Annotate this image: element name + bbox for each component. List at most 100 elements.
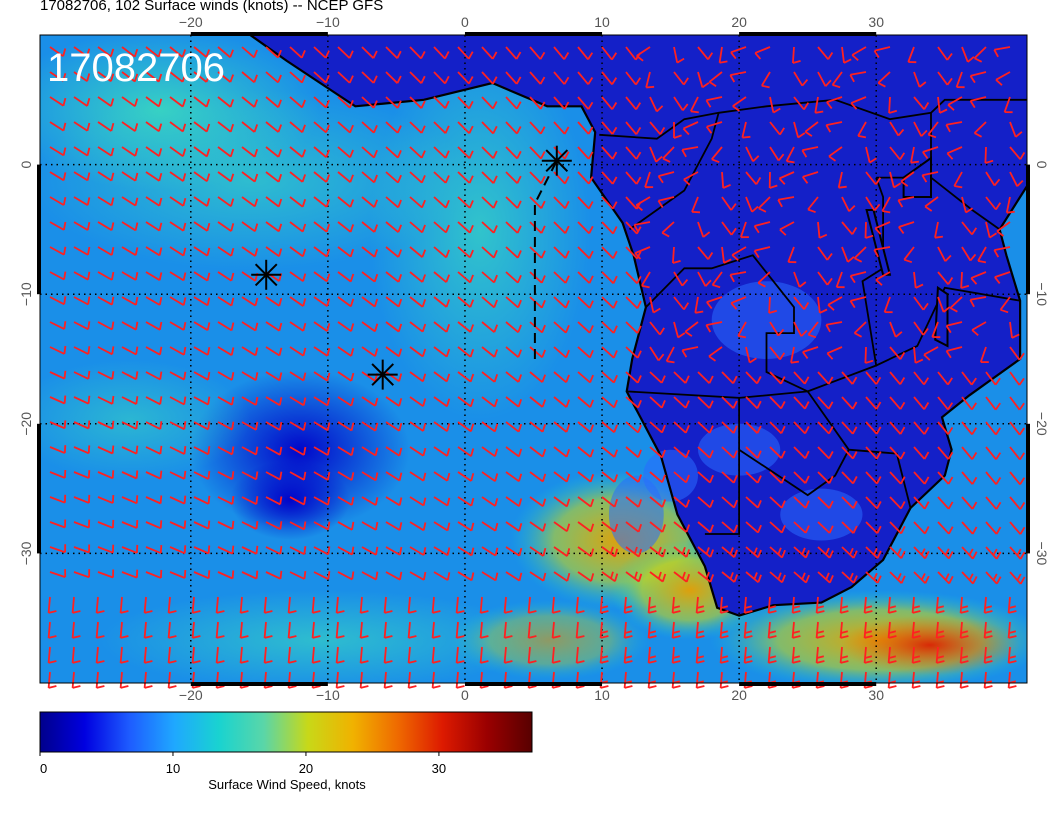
lat-tick-label-left: −20	[18, 412, 34, 436]
wind-barb	[73, 470, 91, 479]
wind-barb	[121, 445, 139, 455]
wind-barb	[241, 296, 259, 307]
wind-barb	[889, 121, 905, 137]
wind-barb	[937, 546, 954, 560]
wind-barb	[745, 396, 762, 410]
wind-barb	[241, 496, 259, 506]
wind-barb	[457, 121, 474, 134]
wind-barb	[841, 446, 858, 460]
wind-barb	[505, 221, 522, 234]
wind-barb	[745, 196, 759, 213]
wind-barb	[887, 646, 897, 664]
wind-barb	[913, 421, 930, 435]
wind-barb	[143, 646, 153, 664]
wind-barb	[865, 396, 882, 410]
wind-barb	[527, 646, 537, 664]
wind-barb	[409, 446, 427, 457]
wind-barb	[217, 121, 235, 133]
wind-barb	[47, 621, 57, 639]
wind-barb	[601, 571, 619, 583]
wind-barb	[169, 246, 187, 257]
wind-barb	[97, 271, 115, 281]
wind-barb	[409, 171, 426, 184]
colorbar-label: Surface Wind Speed, knots	[208, 777, 366, 792]
wind-barb	[817, 421, 834, 435]
wind-barb	[409, 346, 427, 358]
wind-barb	[889, 496, 906, 510]
wind-barb	[913, 71, 927, 88]
lon-tick-label-bottom: 10	[594, 687, 610, 703]
wind-barb	[815, 646, 825, 664]
wind-barb	[385, 546, 403, 556]
wind-barb	[433, 171, 450, 184]
lat-tick-label-left: 0	[18, 160, 34, 168]
wind-barb	[265, 496, 283, 506]
wind-barb	[385, 446, 403, 457]
wind-barb	[553, 546, 571, 557]
wind-barb	[673, 521, 691, 533]
wind-barb	[553, 521, 571, 533]
wind-barb	[337, 271, 355, 283]
wind-barb	[121, 146, 139, 157]
wind-barb	[121, 470, 139, 480]
wind-barb	[913, 296, 929, 311]
wind-barb	[681, 146, 699, 158]
wind-barb	[145, 346, 163, 356]
lat-tick-label-left: −30	[18, 541, 34, 565]
wind-barb	[455, 671, 465, 689]
wind-barb	[217, 271, 235, 282]
wind-barb	[505, 546, 523, 557]
wind-barb	[409, 371, 427, 383]
wind-barb	[705, 96, 723, 108]
wind-barb	[553, 446, 571, 458]
wind-barb	[841, 471, 858, 485]
wind-barb	[683, 171, 699, 186]
wind-barb	[625, 296, 642, 309]
frame-bar-right	[1026, 423, 1030, 554]
frame-bar-bottom	[739, 682, 877, 686]
wind-barb	[801, 171, 819, 184]
wind-barb	[121, 346, 139, 356]
wind-barb	[793, 321, 808, 337]
wind-barb	[791, 596, 801, 614]
wind-barb	[924, 196, 939, 212]
wind-barb	[758, 196, 771, 213]
wind-barb	[313, 296, 331, 307]
wind-barb	[217, 171, 235, 183]
wind-barb	[729, 271, 747, 283]
country-border	[738, 448, 850, 497]
wind-barb	[625, 396, 642, 409]
wind-barb	[841, 396, 858, 410]
asterisk-marker-icon	[541, 145, 572, 176]
wind-barb	[1009, 321, 1020, 339]
wind-barb	[793, 496, 810, 509]
wind-barb	[361, 546, 379, 556]
wind-barb	[994, 271, 1011, 284]
wind-barb	[169, 321, 187, 331]
wind-barb	[577, 396, 594, 408]
wind-barb	[910, 146, 920, 164]
wind-barb	[241, 520, 259, 530]
wind-barb	[577, 271, 594, 284]
wind-barb	[959, 646, 969, 664]
wind-barb	[167, 596, 177, 614]
wind-barb	[937, 296, 951, 313]
wind-barb	[49, 96, 67, 107]
wind-barb	[385, 196, 402, 209]
wind-barb	[601, 221, 618, 235]
wind-barb	[241, 570, 259, 580]
wind-barb	[409, 496, 427, 507]
wind-barb	[985, 396, 1001, 411]
wind-barb	[481, 571, 499, 582]
wind-barb	[793, 121, 806, 139]
wind-barb	[737, 321, 747, 339]
wind-barb	[121, 296, 139, 306]
wind-barb	[337, 96, 354, 109]
wind-barb	[169, 396, 187, 406]
wind-barb	[313, 496, 331, 506]
wind-barb	[817, 46, 834, 60]
wind-barb	[169, 470, 187, 480]
wind-barb	[1009, 496, 1026, 510]
wind-barb	[361, 471, 379, 482]
wind-barb	[505, 296, 522, 309]
